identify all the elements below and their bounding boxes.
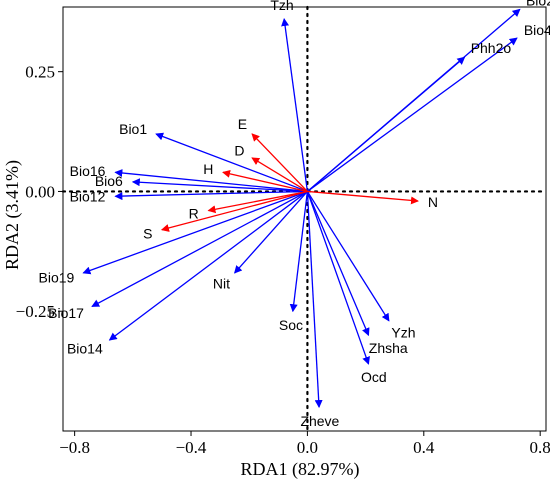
species-arrow-bio1 xyxy=(155,132,308,193)
y-tick-label: 0.00 xyxy=(25,182,55,201)
species-arrow-bio12 xyxy=(114,190,308,201)
env-arrow-s xyxy=(160,190,308,232)
env-arrow-d xyxy=(251,157,308,193)
species-arrow-bio17 xyxy=(91,190,308,308)
species-arrow-nit xyxy=(234,191,308,274)
species-arrow-bio6 xyxy=(131,178,308,193)
vector-arrows xyxy=(82,8,521,409)
x-tick-label: −0.8 xyxy=(59,438,90,457)
x-tick-label: 0.8 xyxy=(530,438,550,457)
vector-label-yzh: Yzh xyxy=(391,325,415,341)
vector-label-bio1: Bio1 xyxy=(119,121,147,137)
vector-label-r: R xyxy=(189,205,199,221)
species-arrow-bio4 xyxy=(307,37,518,192)
species-arrow-ocd xyxy=(306,191,370,365)
species-arrow-zheve xyxy=(306,191,323,409)
vector-label-bio19: Bio19 xyxy=(39,270,75,286)
env-arrow-r xyxy=(207,190,308,214)
species-arrow-soc xyxy=(289,191,309,313)
vector-label-bio16: Bio16 xyxy=(70,163,106,179)
vector-label-bio4: Bio4 xyxy=(524,22,550,38)
species-arrow-phh2o xyxy=(306,56,466,192)
species-arrow-zhsha xyxy=(306,191,370,337)
species-arrow-bio16 xyxy=(114,169,308,193)
vector-label-bio14: Bio14 xyxy=(67,340,103,356)
vector-label-zhsha: Zhsha xyxy=(369,340,408,356)
vector-label-s: S xyxy=(143,225,152,241)
vector-label-h: H xyxy=(203,161,213,177)
vector-label-d: D xyxy=(234,143,244,159)
vector-label-ocd: Ocd xyxy=(361,369,387,385)
env-arrow-n xyxy=(307,190,419,205)
vector-label-bio2: Bio2 xyxy=(526,0,550,8)
axis-ticks: −0.8 −0.4 0.0 0.4 0.8 0.25 0.00 −0.25 xyxy=(16,63,550,457)
vector-label-bio12: Bio12 xyxy=(70,189,106,205)
zero-lines xyxy=(61,5,548,433)
vector-label-bio6: Bio6 xyxy=(95,173,123,189)
x-tick-label: 0.4 xyxy=(413,438,435,457)
vector-label-e: E xyxy=(238,116,247,132)
vector-label-zheve: Zheve xyxy=(300,413,339,429)
y-tick-label: −0.25 xyxy=(16,302,55,321)
vector-label-n: N xyxy=(428,194,438,210)
plot-frame xyxy=(62,6,547,432)
vector-label-soc: Soc xyxy=(279,317,303,333)
x-tick-label: −0.4 xyxy=(176,438,207,457)
vector-label-nit: Nit xyxy=(213,275,230,291)
env-arrow-h xyxy=(222,169,308,193)
species-arrow-tzh xyxy=(281,17,309,192)
y-axis-label: RDA2 (3.41%) xyxy=(2,160,23,270)
x-axis-label: RDA1 (82.97%) xyxy=(241,459,360,480)
y-tick-label: 0.25 xyxy=(25,63,55,82)
species-arrow-bio19 xyxy=(82,190,308,275)
x-tick-label: 0.0 xyxy=(297,438,318,457)
env-arrow-e xyxy=(251,133,308,192)
species-arrow-bio14 xyxy=(108,190,308,341)
vector-label-tzh: Tzh xyxy=(270,0,293,13)
vector-label-phh2o: Phh2o xyxy=(471,40,512,56)
vector-label-bio17: Bio17 xyxy=(48,305,84,321)
species-arrow-yzh xyxy=(306,191,390,322)
